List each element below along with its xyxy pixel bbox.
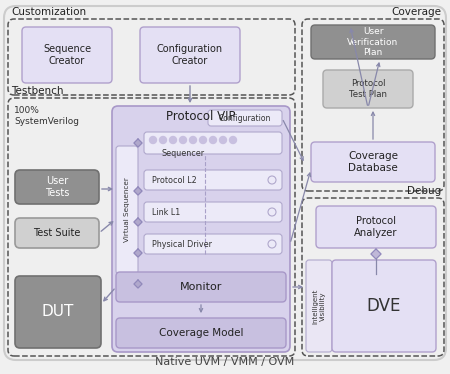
Circle shape [149, 137, 157, 144]
FancyBboxPatch shape [144, 234, 282, 254]
Circle shape [170, 137, 176, 144]
Text: Protocol
Test Plan: Protocol Test Plan [349, 79, 387, 99]
Circle shape [159, 137, 166, 144]
Circle shape [268, 176, 276, 184]
FancyBboxPatch shape [15, 276, 101, 348]
Text: Sequencer: Sequencer [162, 149, 205, 158]
FancyBboxPatch shape [144, 170, 282, 190]
Polygon shape [134, 280, 142, 288]
Text: Coverage: Coverage [391, 7, 441, 17]
Polygon shape [134, 187, 142, 195]
Text: Link L1: Link L1 [152, 208, 180, 217]
Polygon shape [134, 218, 142, 226]
Text: Virtual Sequencer: Virtual Sequencer [124, 178, 130, 242]
Text: User
Tests: User Tests [45, 176, 69, 198]
FancyBboxPatch shape [116, 318, 286, 348]
FancyBboxPatch shape [140, 27, 240, 83]
FancyBboxPatch shape [306, 260, 332, 352]
Text: Monitor: Monitor [180, 282, 222, 292]
FancyBboxPatch shape [316, 206, 436, 248]
Circle shape [180, 137, 186, 144]
Text: Physical Driver: Physical Driver [152, 239, 212, 248]
FancyBboxPatch shape [15, 218, 99, 248]
Circle shape [230, 137, 237, 144]
Text: User
Verification
Plan: User Verification Plan [347, 27, 399, 57]
FancyBboxPatch shape [15, 170, 99, 204]
Circle shape [210, 137, 216, 144]
Text: Configuration: Configuration [219, 113, 271, 123]
Text: Protocol L2: Protocol L2 [152, 175, 197, 184]
FancyBboxPatch shape [144, 202, 282, 222]
FancyBboxPatch shape [311, 25, 435, 59]
Polygon shape [134, 249, 142, 257]
Circle shape [199, 137, 207, 144]
Text: DVE: DVE [367, 297, 401, 315]
Text: Coverage Model: Coverage Model [159, 328, 243, 338]
Circle shape [268, 208, 276, 216]
Circle shape [268, 240, 276, 248]
Text: Test Suite: Test Suite [33, 228, 81, 238]
FancyBboxPatch shape [332, 260, 436, 352]
FancyBboxPatch shape [116, 272, 286, 302]
Text: Native UVM / VMM / OVM: Native UVM / VMM / OVM [155, 357, 295, 367]
Text: Sequence
Creator: Sequence Creator [43, 44, 91, 66]
Text: Debug: Debug [407, 186, 441, 196]
Text: DUT: DUT [42, 304, 74, 319]
FancyBboxPatch shape [311, 142, 435, 182]
FancyBboxPatch shape [4, 6, 446, 360]
Circle shape [189, 137, 197, 144]
Text: Protocol VIP: Protocol VIP [166, 110, 236, 123]
Polygon shape [371, 249, 381, 259]
Text: Configuration
Creator: Configuration Creator [157, 44, 223, 66]
FancyBboxPatch shape [112, 106, 290, 352]
Polygon shape [134, 139, 142, 147]
FancyBboxPatch shape [116, 146, 138, 274]
Text: Protocol
Analyzer: Protocol Analyzer [354, 216, 398, 238]
Circle shape [220, 137, 226, 144]
Text: Coverage
Database: Coverage Database [348, 151, 398, 173]
Text: Testbench: Testbench [11, 86, 63, 96]
FancyBboxPatch shape [144, 132, 282, 154]
Text: Intelligent
Visibility: Intelligent Visibility [312, 288, 325, 324]
FancyBboxPatch shape [22, 27, 112, 83]
Text: Customization: Customization [11, 7, 86, 17]
FancyBboxPatch shape [208, 110, 282, 126]
Text: 100%
SystemVerilog: 100% SystemVerilog [14, 106, 79, 126]
FancyBboxPatch shape [323, 70, 413, 108]
